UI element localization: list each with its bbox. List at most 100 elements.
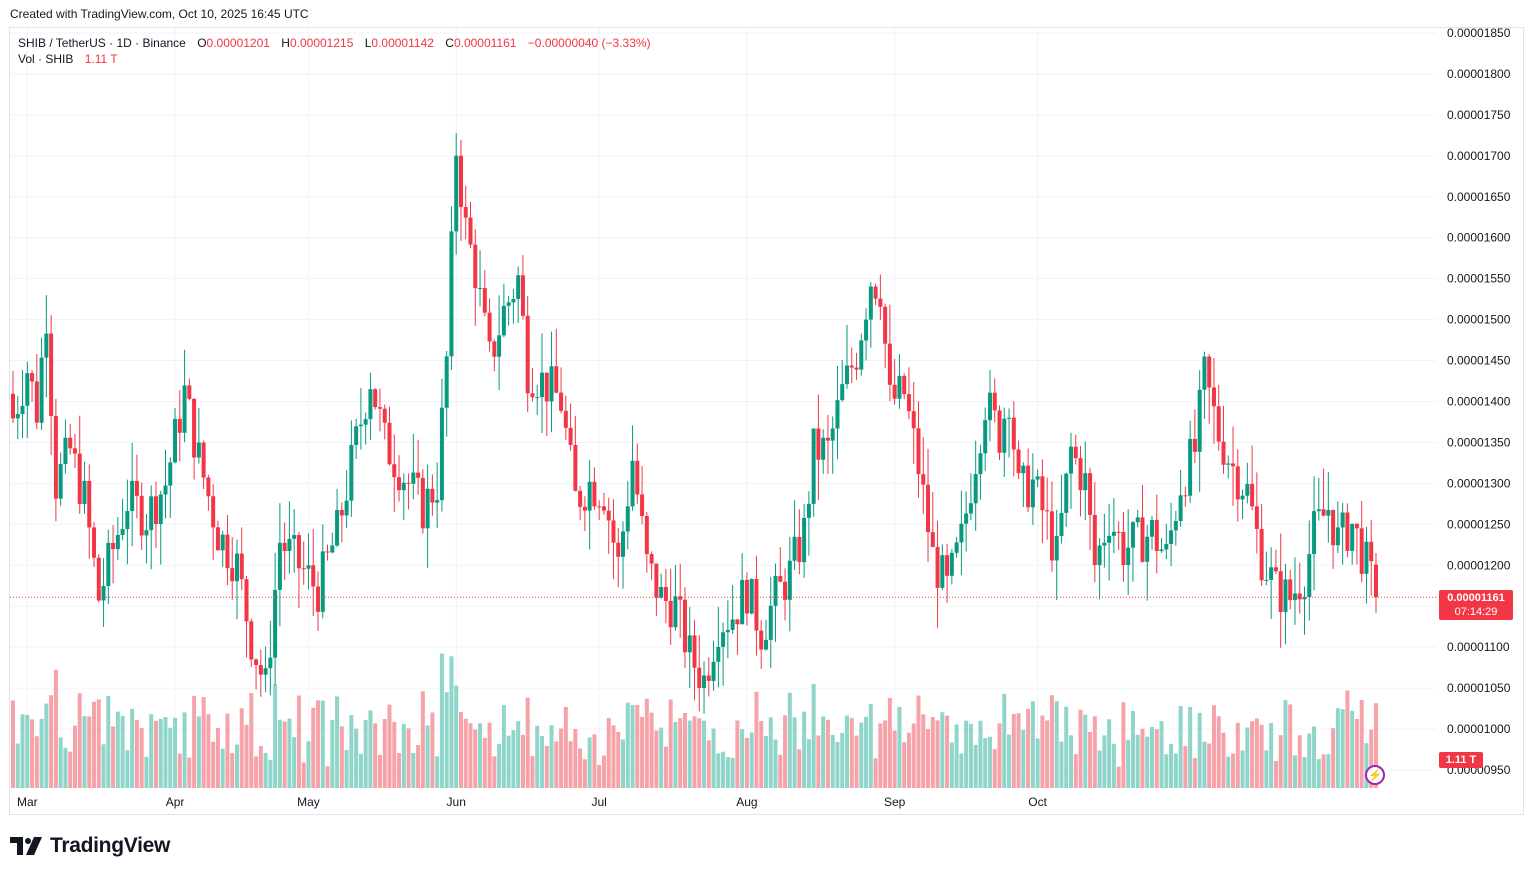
volume-label[interactable]: Vol · SHIB: [18, 52, 74, 66]
volume-bar: [96, 699, 101, 788]
volume-bar: [425, 725, 430, 788]
candle-body: [1288, 579, 1293, 601]
volume-bar: [1226, 756, 1231, 788]
candle-body: [945, 555, 950, 576]
volume-bar: [868, 704, 873, 788]
volume-bar: [797, 749, 802, 788]
volume-bar: [168, 727, 173, 788]
candle-body: [649, 554, 654, 564]
volume-bar: [730, 757, 735, 788]
candle-body: [840, 384, 845, 401]
candle-body: [559, 392, 564, 411]
volume-bar: [282, 721, 287, 788]
volume-bar: [377, 754, 382, 788]
candle-body: [792, 536, 797, 561]
volume-bar: [1073, 754, 1078, 788]
volume-bar: [492, 756, 497, 788]
volume-bar: [311, 707, 316, 788]
volume-bar: [506, 735, 511, 788]
candle-body: [1188, 438, 1193, 496]
volume-bar: [158, 718, 163, 788]
candle-body: [1269, 567, 1274, 580]
volume-bar: [964, 720, 969, 788]
volume-bar: [654, 730, 659, 788]
volume-bar: [1030, 701, 1035, 788]
volume-bar: [1040, 715, 1045, 788]
tradingview-logo-text: TradingView: [50, 834, 171, 857]
volume-bar: [644, 698, 649, 788]
y-tick-label: 0.00001500: [1447, 313, 1511, 327]
symbol-label[interactable]: SHIB / TetherUS · 1D · Binance: [18, 36, 186, 50]
candle-body: [682, 599, 687, 653]
volume-bar: [578, 748, 583, 788]
candle-body: [702, 675, 707, 688]
candle-body: [39, 357, 44, 423]
x-tick-label: Aug: [736, 795, 757, 809]
candle-body: [72, 448, 77, 454]
volume-bar: [997, 723, 1002, 788]
volume-bar: [497, 743, 502, 788]
candle-body: [554, 366, 559, 393]
volume-bar: [292, 737, 297, 788]
volume-badge: 1.11 T: [1439, 752, 1483, 768]
candle-body: [592, 481, 597, 507]
volume-bar: [740, 729, 745, 788]
y-tick-label: 0.00001050: [1447, 681, 1511, 695]
candle-body: [1064, 473, 1069, 513]
volume-bar: [82, 716, 87, 788]
volume-bars: [11, 653, 1378, 788]
volume-bar: [1207, 743, 1212, 788]
volume-bar: [44, 703, 49, 788]
candle-body: [1183, 495, 1188, 497]
candle-body: [1159, 549, 1164, 552]
volume-bar: [1026, 708, 1031, 788]
candle-body: [1026, 465, 1031, 508]
volume-bar: [1116, 766, 1121, 788]
volume-bar: [325, 766, 330, 788]
candle-body: [1150, 519, 1155, 537]
volume-bar: [582, 759, 587, 788]
candle-body: [1264, 579, 1269, 581]
candle-body: [930, 532, 935, 547]
low-value: 0.00001142: [371, 36, 434, 50]
candle-body: [973, 474, 978, 504]
volume-bar: [368, 710, 373, 788]
candle-body: [997, 410, 1002, 453]
volume-bar: [1135, 734, 1140, 788]
candle-body: [1254, 506, 1259, 529]
candle-body: [978, 453, 983, 475]
lightning-icon[interactable]: ⚡: [1365, 765, 1385, 785]
candle-body: [830, 428, 835, 441]
volume-bar: [835, 742, 840, 788]
volume-bar: [992, 749, 997, 788]
x-tick-label: Mar: [17, 795, 38, 809]
candle-body: [163, 485, 168, 495]
candle-body: [563, 410, 568, 428]
x-tick-label: May: [297, 795, 320, 809]
volume-bar: [1059, 741, 1064, 788]
volume-bar: [87, 716, 92, 788]
candle-body: [544, 372, 549, 402]
candle-body: [568, 427, 573, 445]
volume-bar: [616, 731, 621, 788]
volume-bar: [68, 751, 73, 788]
volume-bar: [1221, 732, 1226, 788]
candle-body: [539, 372, 544, 398]
candle-body: [111, 542, 116, 550]
volume-bar: [859, 722, 864, 788]
candle-body: [1073, 446, 1078, 459]
candle-body: [940, 555, 945, 588]
candle-body: [25, 373, 30, 406]
candle-body: [177, 418, 182, 433]
volume-bar: [806, 739, 811, 788]
candle-body: [1250, 483, 1255, 507]
volume-bar: [1292, 755, 1297, 788]
candle-body: [296, 535, 301, 569]
volume-bar: [487, 722, 492, 788]
volume-bar: [601, 755, 606, 788]
volume-bar: [139, 728, 144, 788]
volume-bar: [258, 746, 263, 788]
candle-body: [678, 596, 683, 600]
volume-bar: [192, 695, 197, 788]
